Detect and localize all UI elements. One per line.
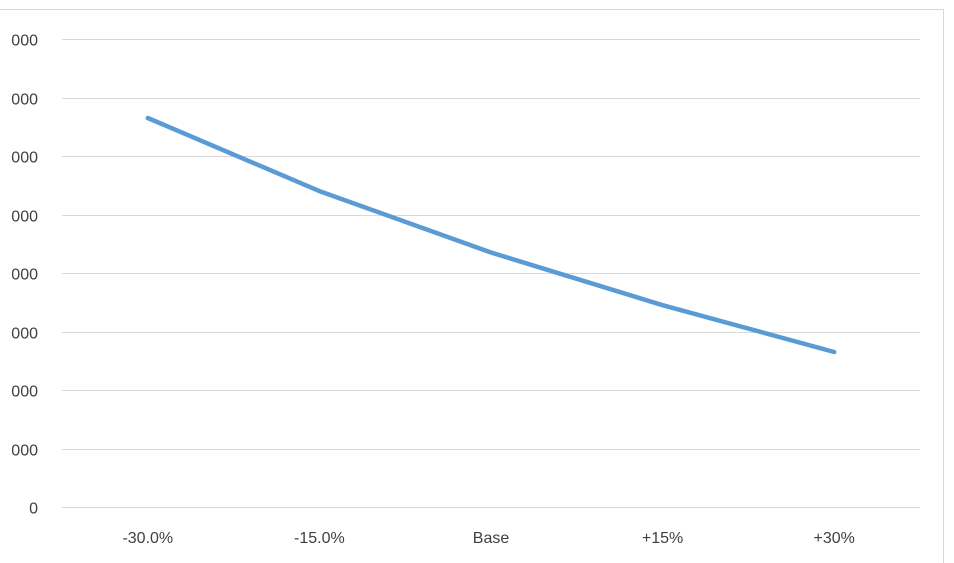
x-tick-label: +30%	[814, 530, 855, 547]
x-tick-label: Base	[473, 530, 510, 547]
series-line	[145, 115, 837, 355]
y-tick-label: 000	[11, 443, 38, 460]
y-tick-label: 000	[11, 267, 38, 284]
x-tick-label: -15.0%	[294, 530, 345, 547]
y-tick-label: 000	[11, 150, 38, 167]
y-tick-label: 000	[11, 33, 38, 50]
y-tick-label: 000	[11, 92, 38, 109]
series-layer	[145, 115, 837, 355]
y-tick-label: 000	[11, 326, 38, 343]
y-tick-label: 000	[11, 209, 38, 226]
x-tick-label: -30.0%	[122, 530, 173, 547]
x-axis-ticks: -30.0% -15.0% Base +15% +30%	[122, 530, 854, 547]
y-tick-label: 0	[29, 501, 38, 518]
y-tick-label: 000	[11, 384, 38, 401]
x-tick-label: +15%	[642, 530, 683, 547]
gridlines	[62, 39, 920, 508]
